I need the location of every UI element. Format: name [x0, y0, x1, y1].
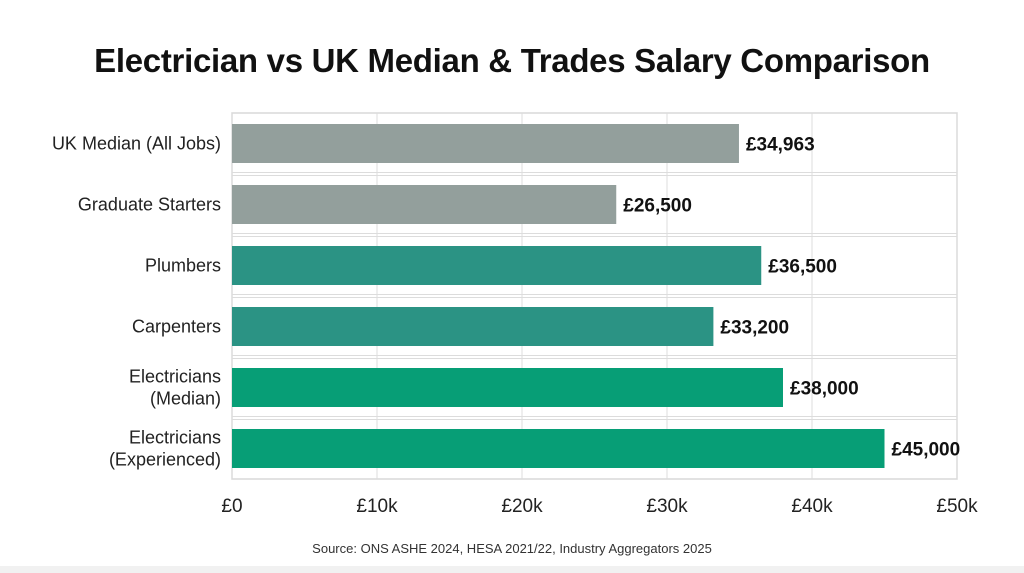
bottom-strip — [0, 566, 1024, 573]
data-label: £34,963 — [746, 135, 815, 156]
x-tick-label: £10k — [356, 496, 398, 517]
x-tick-label: £40k — [791, 496, 833, 517]
y-tick-label: (Experienced) — [109, 450, 221, 470]
bar — [232, 429, 885, 468]
data-label: £26,500 — [623, 196, 692, 217]
y-tick-label: Plumbers — [145, 256, 221, 276]
bar — [232, 185, 617, 224]
bar — [232, 246, 762, 285]
y-tick-label: (Median) — [150, 389, 221, 409]
chart-title: Electrician vs UK Median & Trades Salary… — [94, 42, 930, 79]
data-label: £33,200 — [720, 318, 789, 339]
data-label: £38,000 — [790, 379, 859, 400]
bar — [232, 124, 739, 163]
y-tick-label: Electricians — [129, 428, 221, 448]
y-tick-label: Carpenters — [132, 317, 221, 337]
y-tick-label: Electricians — [129, 367, 221, 387]
x-tick-label: £0 — [221, 496, 242, 517]
source-note: Source: ONS ASHE 2024, HESA 2021/22, Ind… — [312, 541, 712, 556]
x-tick-label: £30k — [646, 496, 688, 517]
plot-area — [231, 112, 958, 480]
y-tick-label: Graduate Starters — [78, 195, 221, 215]
x-tick-label: £50k — [936, 496, 978, 517]
data-label: £36,500 — [768, 257, 837, 278]
data-label: £45,000 — [892, 440, 961, 461]
bar — [232, 307, 714, 346]
y-tick-label: UK Median (All Jobs) — [52, 134, 221, 154]
x-tick-label: £20k — [501, 496, 543, 517]
bar — [232, 368, 783, 407]
